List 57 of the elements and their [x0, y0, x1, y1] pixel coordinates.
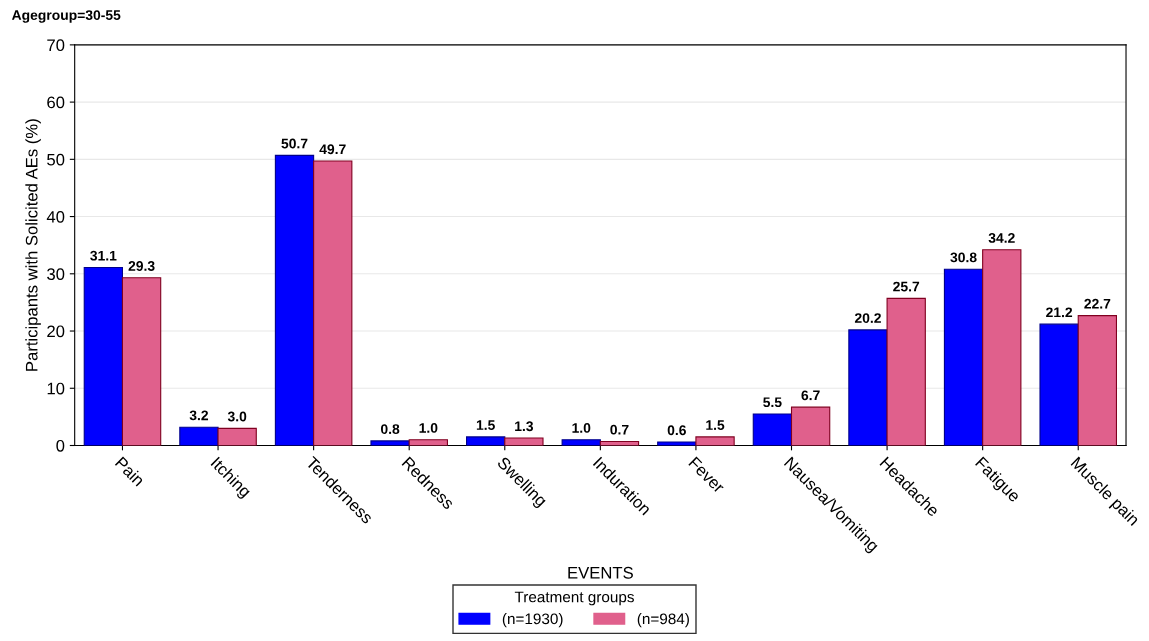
- y-tick-label: 0: [56, 439, 65, 452]
- bar: [657, 441, 697, 446]
- y-tick-label: 10: [47, 382, 65, 395]
- bar: [1077, 315, 1118, 446]
- y-tick-label: 70: [47, 39, 65, 52]
- data-label: 34.2: [988, 233, 1015, 243]
- bar: [561, 439, 601, 446]
- data-label: 0.8: [380, 424, 400, 434]
- bar: [370, 440, 410, 446]
- data-label: 1.5: [706, 420, 725, 430]
- bar: [465, 436, 506, 446]
- bar: [943, 268, 984, 446]
- y-axis-title: Participants with Solicited AEs (%): [25, 119, 41, 371]
- data-label: 1.3: [515, 421, 534, 432]
- data-label: 0.6: [667, 425, 686, 436]
- data-label: 1.0: [419, 423, 438, 433]
- y-tick-label: 50: [47, 153, 65, 166]
- chart-title: Agegroup=30-55: [11, 10, 121, 23]
- data-label: 6.7: [801, 390, 820, 401]
- data-label: 3.2: [189, 410, 209, 421]
- bar: [1039, 323, 1079, 446]
- data-label: 3.0: [227, 411, 247, 422]
- data-label: 5.5: [763, 397, 782, 408]
- legend-label: (n=984): [637, 613, 689, 628]
- y-tick-label: 60: [47, 96, 65, 109]
- bar: [121, 277, 162, 446]
- legend-label: (n=1930): [502, 613, 563, 628]
- data-label: 25.7: [893, 281, 920, 292]
- bar: [752, 413, 793, 446]
- bar: [848, 329, 888, 446]
- data-label: 21.2: [1046, 307, 1073, 318]
- data-label: 49.7: [319, 144, 346, 155]
- y-tick-label: 30: [47, 268, 65, 280]
- bar: [179, 426, 219, 446]
- legend-title: Treatment groups: [514, 591, 634, 606]
- bar: [982, 249, 1022, 446]
- y-tick-label: 40: [46, 210, 65, 223]
- bar: [695, 436, 735, 446]
- bar: [274, 154, 315, 446]
- bar: [886, 297, 926, 446]
- bar: [313, 160, 353, 446]
- bar: [83, 266, 124, 446]
- y-tick-label: 20: [47, 325, 65, 338]
- data-label: 22.7: [1084, 298, 1111, 309]
- data-label: 0.7: [610, 424, 629, 435]
- data-label: 50.7: [281, 138, 308, 149]
- x-axis-title: EVENTS: [568, 566, 633, 579]
- data-label: 31.1: [90, 250, 117, 261]
- bar: [217, 427, 257, 446]
- data-label: 30.8: [950, 252, 977, 263]
- data-label: 20.2: [854, 313, 881, 323]
- data-label: 1.0: [572, 423, 591, 433]
- bar: [790, 406, 831, 446]
- bar: [504, 437, 544, 446]
- data-label: 29.3: [128, 261, 155, 271]
- bar: [408, 439, 448, 446]
- data-label: 1.5: [476, 420, 495, 430]
